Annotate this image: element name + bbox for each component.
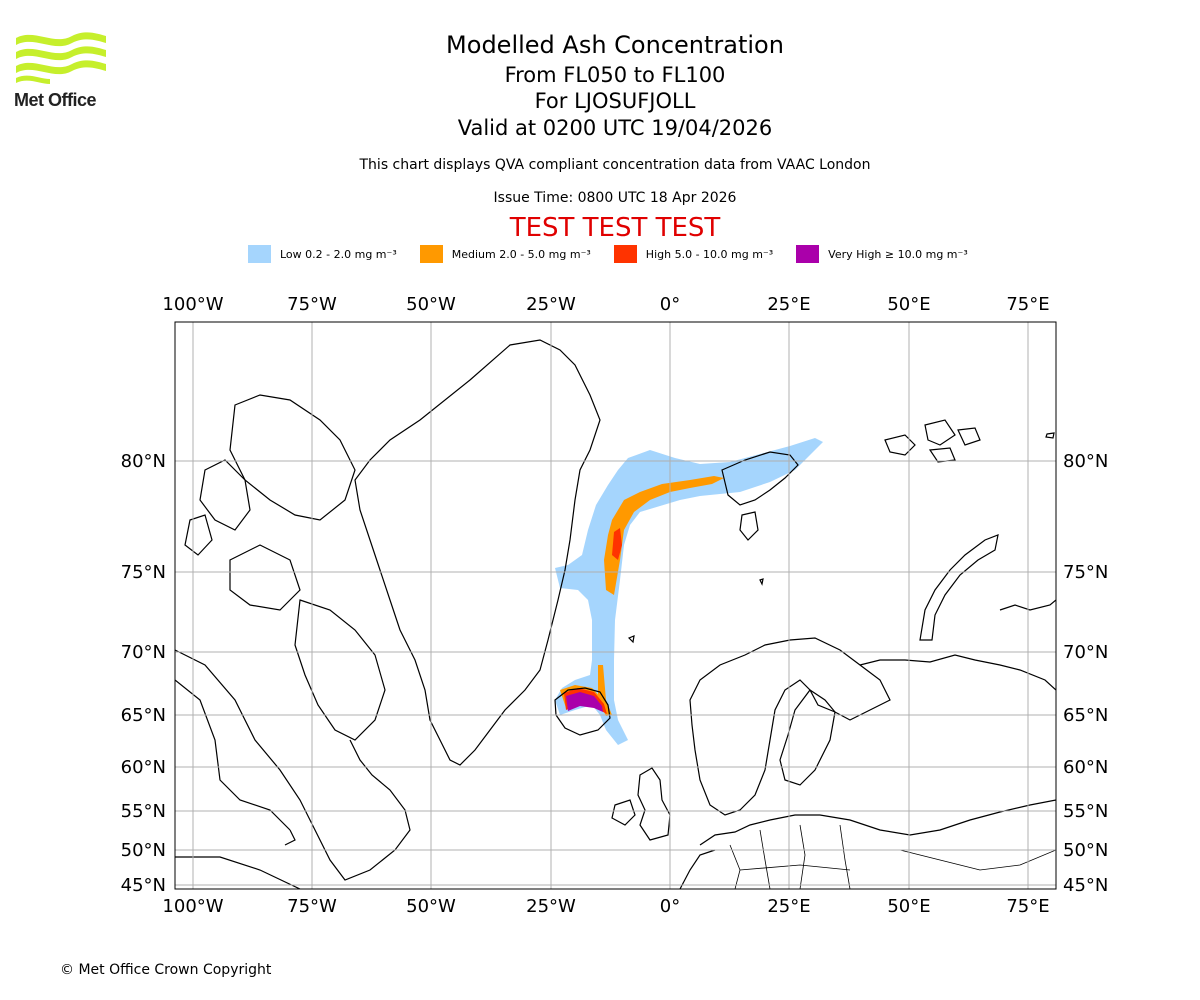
map-frame [174, 321, 1057, 890]
chart-subtitle: This chart displays QVA compliant concen… [359, 157, 871, 173]
lat-tick-label: 80°N [1063, 451, 1108, 472]
lon-tick-label: 75°W [287, 294, 337, 315]
lat-tick-label: 75°N [121, 562, 166, 583]
logo-text: Met Office [14, 90, 97, 110]
test-banner: TEST TEST TEST [509, 213, 721, 243]
lat-tick-label: 70°N [121, 642, 166, 663]
lat-tick-label: 55°N [121, 801, 166, 822]
ash-very-high-area [566, 692, 603, 712]
lat-tick-label: 75°N [1063, 562, 1108, 583]
lon-tick-label: 25°W [526, 896, 576, 917]
lon-tick-label: 25°E [767, 896, 810, 917]
legend-swatch-high [613, 245, 637, 263]
legend-swatch-low [248, 245, 271, 263]
right-lat-labels: 80°N 75°N 70°N 65°N 60°N 55°N 50°N 45°N [1063, 451, 1108, 896]
lon-tick-label: 75°W [287, 896, 337, 917]
lon-tick-label: 50°E [887, 294, 930, 315]
legend-item-high: High 5.0 - 10.0 mg m⁻³ [613, 245, 774, 263]
left-lat-labels: 80°N 75°N 70°N 65°N 60°N 55°N 50°N 45°N [121, 451, 166, 896]
lat-tick-label: 70°N [1063, 642, 1108, 663]
legend-swatch-very-high [796, 245, 820, 263]
met-office-logo: Met Office [14, 30, 109, 112]
lon-tick-label: 50°W [406, 294, 456, 315]
graticule [175, 322, 1056, 889]
top-lon-labels: 100°W 75°W 50°W 25°W 0° 25°E 50°E 75°E [162, 294, 1049, 315]
copyright-footer: © Met Office Crown Copyright [60, 962, 272, 978]
valid-time: Valid at 0200 UTC 19/04/2026 [457, 116, 773, 140]
lon-tick-label: 100°W [162, 294, 223, 315]
lon-tick-label: 0° [660, 294, 680, 315]
legend-label-medium: Medium 2.0 - 5.0 mg m⁻³ [451, 247, 591, 261]
lon-tick-label: 25°W [526, 294, 576, 315]
coastlines [175, 339, 1056, 889]
legend-label-very-high: Very High ≥ 10.0 mg m⁻³ [828, 247, 968, 261]
lat-tick-label: 60°N [1063, 757, 1108, 778]
lat-tick-label: 65°N [121, 705, 166, 726]
lat-tick-label: 55°N [1063, 801, 1108, 822]
legend: Low 0.2 - 2.0 mg m⁻³ Medium 2.0 - 5.0 mg… [248, 244, 968, 264]
issue-time: Issue Time: 0800 UTC 18 Apr 2026 [493, 190, 737, 206]
lat-tick-label: 65°N [1063, 705, 1108, 726]
lon-tick-label: 75°E [1006, 896, 1049, 917]
lon-tick-label: 25°E [767, 294, 810, 315]
legend-item-medium: Medium 2.0 - 5.0 mg m⁻³ [419, 245, 591, 263]
bottom-lon-labels: 100°W 75°W 50°W 25°W 0° 25°E 50°E 75°E [162, 896, 1049, 917]
legend-item-very-high: Very High ≥ 10.0 mg m⁻³ [796, 245, 968, 263]
logo-wave-icon [16, 32, 106, 84]
legend-label-high: High 5.0 - 10.0 mg m⁻³ [645, 247, 774, 261]
legend-item-low: Low 0.2 - 2.0 mg m⁻³ [248, 245, 397, 263]
chart-title: Modelled Ash Concentration [446, 31, 784, 59]
lon-tick-label: 50°E [887, 896, 930, 917]
legend-swatch-medium [419, 245, 443, 263]
lon-tick-label: 0° [660, 896, 680, 917]
lon-tick-label: 50°W [406, 896, 456, 917]
lat-tick-label: 60°N [121, 757, 166, 778]
lon-tick-label: 75°E [1006, 294, 1049, 315]
lat-tick-label: 50°N [1063, 840, 1108, 861]
flight-levels: From FL050 to FL100 [504, 63, 726, 87]
location-label: For LJOSUFJOLL [534, 89, 696, 113]
lat-tick-label: 45°N [121, 875, 166, 896]
lat-tick-label: 45°N [1063, 875, 1108, 896]
lat-tick-label: 50°N [121, 840, 166, 861]
lon-tick-label: 100°W [162, 896, 223, 917]
lat-tick-label: 80°N [121, 451, 166, 472]
legend-label-low: Low 0.2 - 2.0 mg m⁻³ [280, 247, 397, 261]
